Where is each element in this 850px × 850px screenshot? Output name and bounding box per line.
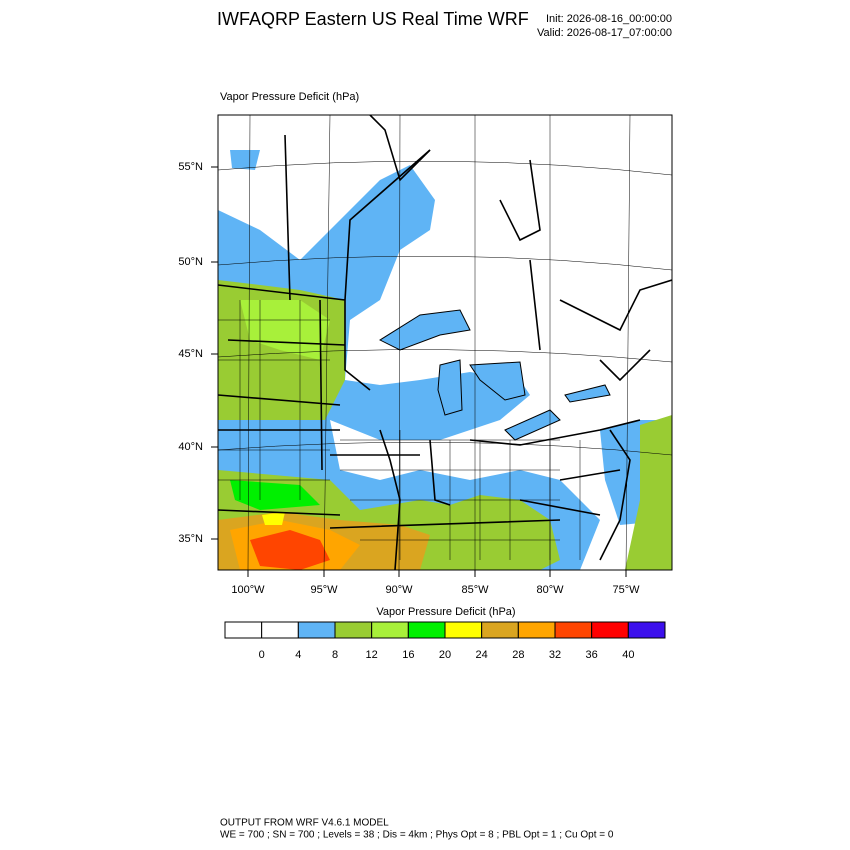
lon-label: 90°W (385, 584, 413, 596)
colorbar-label: 4 (295, 649, 301, 661)
color-swatch (481, 621, 519, 639)
footer-line: OUTPUT FROM WRF V4.6.1 MODEL (220, 818, 389, 829)
map-frame (217, 114, 673, 571)
colorbar-label: 12 (366, 649, 378, 661)
color-swatch (371, 621, 409, 639)
map-axes: 55°N 50°N 45°N 40°N 35°N 100°W 95°W 90°W 85°W 80°… (178, 161, 640, 596)
colorbar-label: 16 (402, 649, 414, 661)
colorbar-label: 0 (259, 649, 265, 661)
footer-line: WE = 700 ; SN = 700 ; Levels = 38 ; Dis … (220, 830, 614, 841)
color-swatch (261, 621, 299, 639)
lat-label: 40°N (178, 441, 203, 453)
lat-label: 35°N (178, 533, 203, 545)
lon-label: 85°W (461, 584, 489, 596)
colorbar-label: 28 (512, 649, 524, 661)
init-time: Init: 2026-08-16_00:00:00 (546, 13, 672, 25)
colorbar-label: 8 (332, 649, 338, 661)
colorbar-label: 20 (439, 649, 451, 661)
color-swatch (334, 621, 373, 639)
lon-label: 75°W (612, 584, 640, 596)
colorbar: 0 4 8 12 16 20 24 28 32 36 40 (224, 621, 666, 661)
color-swatch (224, 621, 263, 639)
map (218, 115, 672, 570)
lat-label: 50°N (178, 256, 203, 268)
colorbar-label: 40 (622, 649, 634, 661)
colorbar-title: Vapor Pressure Deficit (hPa) (376, 606, 515, 618)
map-title: Vapor Pressure Deficit (hPa) (220, 91, 359, 103)
color-swatch (407, 621, 446, 639)
lon-label: 100°W (231, 584, 265, 596)
color-swatch (627, 621, 666, 639)
color-swatch (297, 621, 336, 639)
title: IWFAQRP Eastern US Real Time WRF (217, 9, 529, 29)
lon-label: 95°W (310, 584, 338, 596)
lat-label: 55°N (178, 161, 203, 173)
colorbar-label: 36 (586, 649, 598, 661)
colorbar-label: 24 (476, 649, 488, 661)
color-swatch (554, 621, 593, 639)
color-swatch (591, 621, 629, 639)
color-swatch (444, 621, 483, 639)
lat-label: 45°N (178, 348, 203, 360)
valid-time: Valid: 2026-08-17_07:00:00 (537, 27, 672, 39)
lon-label: 80°W (536, 584, 564, 596)
color-swatch (517, 621, 556, 639)
colorbar-label: 32 (549, 649, 561, 661)
